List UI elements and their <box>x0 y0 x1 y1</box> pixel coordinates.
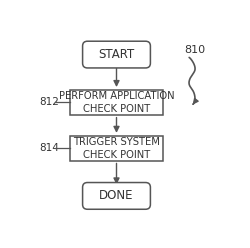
Text: 812: 812 <box>39 97 58 107</box>
FancyBboxPatch shape <box>82 41 150 68</box>
FancyBboxPatch shape <box>70 136 163 160</box>
Text: 814: 814 <box>39 143 58 153</box>
Text: START: START <box>98 48 134 61</box>
Text: TRIGGER SYSTEM
CHECK POINT: TRIGGER SYSTEM CHECK POINT <box>73 137 160 160</box>
Text: 810: 810 <box>184 45 206 55</box>
FancyBboxPatch shape <box>82 183 150 209</box>
Text: DONE: DONE <box>99 189 134 202</box>
Text: PERFORM APPLICATION
CHECK POINT: PERFORM APPLICATION CHECK POINT <box>59 91 174 114</box>
FancyBboxPatch shape <box>70 90 163 115</box>
